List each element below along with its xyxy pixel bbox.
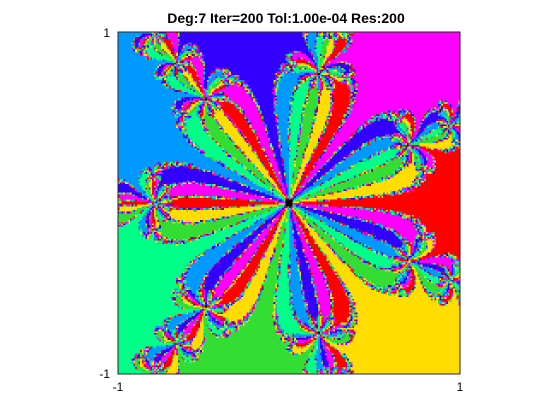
- y-axis: 1 -1: [99, 26, 110, 381]
- x-axis: -1 1: [113, 380, 464, 394]
- x-tick-label-right: 1: [457, 380, 464, 394]
- fractal-heatmap: [118, 32, 460, 374]
- y-tick-label-top: 1: [103, 26, 110, 40]
- plot-area: [118, 32, 460, 374]
- y-tick-label-bottom: -1: [99, 367, 110, 381]
- x-tick-label-left: -1: [113, 380, 124, 394]
- chart-title: Deg:7 Iter=200 Tol:1.00e-04 Res:200: [167, 10, 405, 26]
